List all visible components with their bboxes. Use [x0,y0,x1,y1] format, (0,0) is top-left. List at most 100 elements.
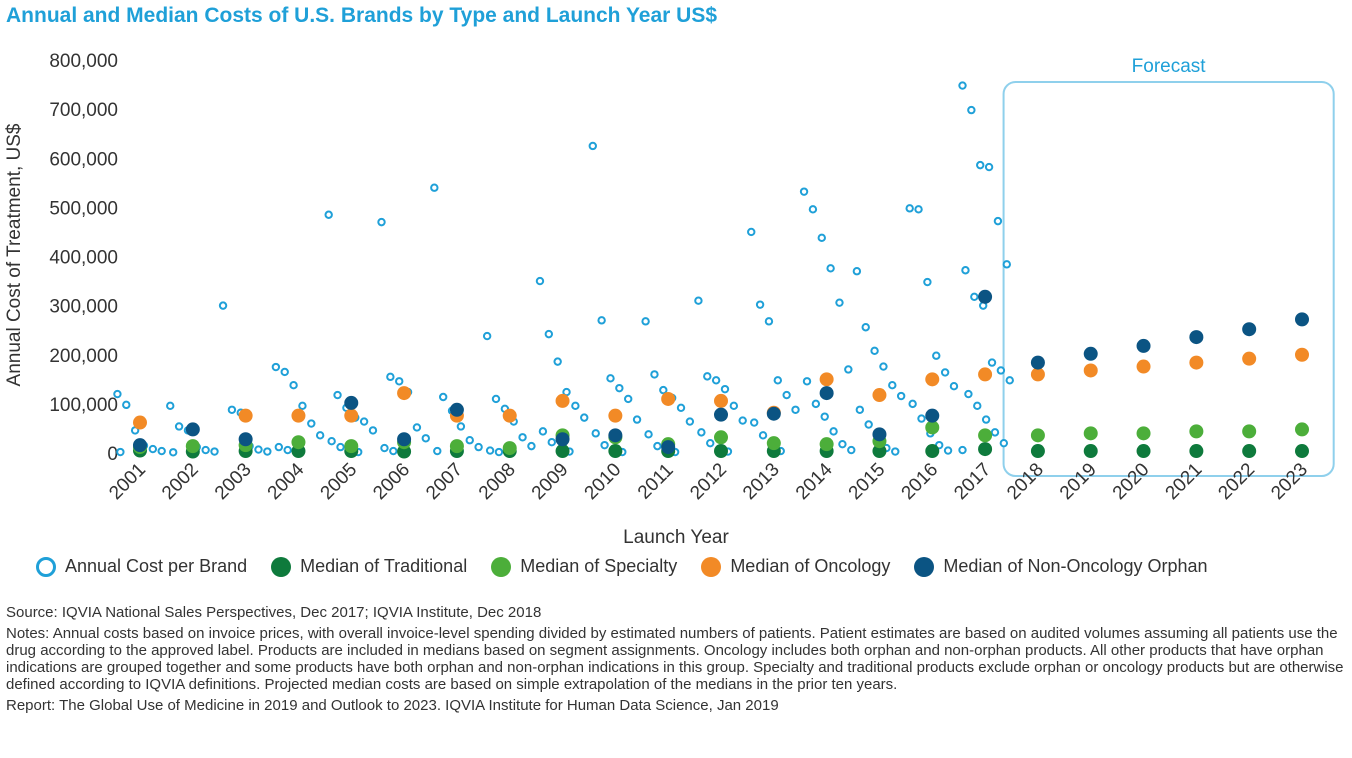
median-point-specialty [1295,422,1309,437]
y-axis-ticks: 0 100,000 200,000 300,000 400,000 500,000 600,… [49,51,118,465]
median-point-specialty [819,437,834,452]
median-point-traditional [1295,444,1309,459]
annual-cost-point [315,431,325,440]
annual-cost-point [157,446,166,456]
median-point-orphan [1189,330,1204,345]
legend-item-oncology: Median of Oncology [701,556,890,577]
median-point-oncology [819,372,834,387]
annual-cost-point [949,381,959,391]
annual-cost-point [981,415,991,424]
annual-cost-point [749,418,759,427]
median-point-orphan [978,289,993,304]
median-points [133,289,1309,459]
traditional-marker-icon [271,556,292,577]
legend-label-orphan: Median of Non-Oncology Orphan [943,556,1208,576]
annual-cost-point [547,437,556,447]
median-point-orphan [344,395,359,410]
y-tick-label: 0 [107,444,118,465]
forecast-box [1002,81,1335,477]
annual-cost-point [855,405,865,414]
annual-cost-point [271,362,281,372]
annual-cost-point [984,162,994,172]
x-tick-label: 2015 [845,459,890,504]
median-point-orphan [1030,355,1045,370]
annual-cost-point [395,377,404,386]
legend-label-traditional: Median of Traditional [300,556,468,576]
chart-title: Annual and Median Costs of U.S. Brands b… [6,4,718,27]
annual-cost-point [289,381,298,390]
annual-cost-point [908,399,917,409]
y-tick-label: 300,000 [49,297,118,318]
median-point-orphan [872,427,887,442]
x-axis-ticks: 2001 2002 2003 2004 2005 2006 2007 2008 2009 2010… [105,459,1312,504]
annual-cost-point [580,413,589,422]
annual-cost-point [412,423,422,432]
y-tick-label: 500,000 [49,198,118,219]
annual-cost-point [553,357,562,366]
x-tick-label: 2002 [158,459,203,504]
annual-cost-point [1005,376,1014,385]
median-point-orphan [1295,312,1309,327]
annual-cost-point [838,439,847,449]
annual-cost-point [324,210,333,219]
annual-cost-point [336,442,345,452]
annual-cost-point [474,442,483,452]
annual-cost-point [210,447,219,456]
median-point-orphan [661,440,676,455]
median-point-specialty [291,435,306,450]
annual-cost-point [438,392,448,402]
annual-cost-point [644,430,653,439]
annual-cost-point [518,433,527,442]
median-point-oncology [1136,359,1151,374]
median-point-specialty [1030,428,1045,443]
annual-cost-point [263,447,272,456]
x-tick-label: 2006 [369,459,414,504]
annual-cost-point [168,448,178,457]
annual-cost-point [535,276,545,286]
annual-cost-point [923,277,932,287]
median-point-oncology [133,415,147,430]
annual-cost-point [218,301,228,310]
x-tick-label: 2019 [1056,459,1101,504]
x-tick-label: 2012 [686,459,731,504]
median-point-oncology [1189,355,1204,370]
annual-cost-point [600,440,609,450]
annual-cost-point [491,394,501,404]
annual-cost-point [914,205,923,214]
median-point-specialty [978,428,993,443]
annual-cost-point [811,399,821,409]
median-point-orphan [133,438,147,453]
x-tick-label: 2003 [211,459,256,504]
footnotes: Source: IQVIA National Sales Perspective… [6,604,1346,718]
annual-cost-point [274,442,284,452]
annual-cost-point [174,422,184,431]
median-point-oncology [1083,363,1098,378]
median-point-specialty [344,439,359,454]
annual-cost-point [738,416,747,425]
annual-cost-point [896,391,906,401]
x-tick-label: 2005 [317,459,362,504]
median-point-oncology [238,408,253,423]
median-point-oncology [978,367,993,382]
annual-cost-point [538,427,548,436]
median-point-specialty [1136,426,1151,441]
median-point-traditional [1136,444,1151,459]
y-tick-label: 400,000 [49,248,118,269]
median-point-orphan [449,402,464,417]
annual-cost-point [799,187,809,196]
median-point-specialty [185,439,200,454]
median-point-traditional [978,442,993,457]
median-point-orphan [714,407,728,422]
median-point-specialty [502,441,517,456]
annual-cost-point [820,412,829,421]
annual-cost-point [791,405,800,414]
median-point-oncology [1295,347,1309,362]
median-point-oncology [502,408,517,423]
median-point-specialty [449,439,464,454]
median-point-traditional [608,444,623,459]
median-point-specialty [1189,424,1204,439]
annual-cost-point [905,204,914,213]
median-point-specialty [925,420,940,435]
annual-cost-point [116,447,125,457]
legend-label-annual: Annual Cost per Brand [65,556,248,576]
